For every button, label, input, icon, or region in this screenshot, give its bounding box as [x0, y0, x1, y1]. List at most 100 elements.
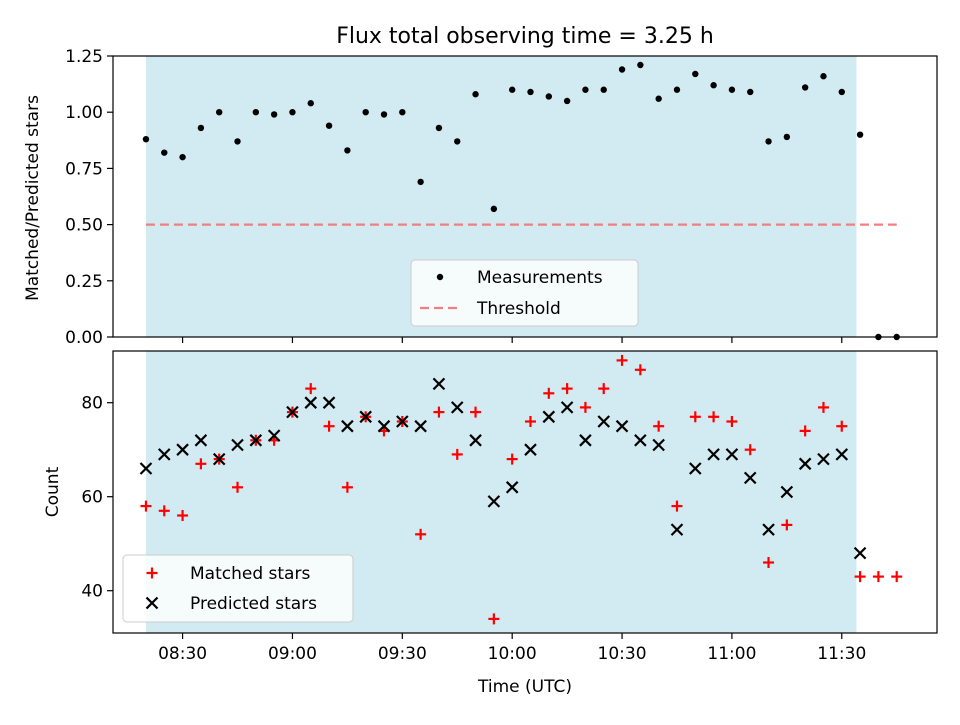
data-point — [838, 88, 845, 96]
data-point — [490, 205, 498, 213]
plot-frame — [112, 350, 938, 634]
y-tick-label: 1.00 — [65, 103, 103, 123]
data-point — [436, 273, 444, 281]
data-point — [615, 419, 629, 433]
data-point — [232, 481, 244, 493]
data-point — [508, 86, 516, 93]
data-point — [270, 111, 278, 118]
x-tick-label: 11:00 — [707, 644, 756, 664]
data-point — [689, 411, 701, 423]
data-point — [707, 448, 720, 461]
data-point — [505, 481, 519, 494]
data-point — [414, 419, 427, 433]
data-point — [835, 448, 849, 461]
data-point — [634, 434, 647, 447]
data-point — [618, 66, 626, 73]
legend-label: Threshold — [476, 299, 561, 319]
data-point — [710, 82, 717, 89]
data-point — [140, 500, 152, 512]
y-tick-label: 0.75 — [65, 159, 103, 179]
bottom-y-axis-label: Count — [43, 466, 63, 517]
data-point — [560, 401, 574, 414]
bottom-panel: 40 60 80 08:30 09:00 09:30 10:00 10:30 11:00 11:3… — [81, 350, 938, 664]
legend-label: Matched stars — [190, 564, 310, 584]
legend-box — [410, 259, 639, 327]
data-point — [341, 481, 353, 493]
data-point — [765, 138, 772, 145]
data-point — [197, 124, 205, 132]
data-point — [359, 410, 372, 424]
data-point — [561, 383, 573, 395]
data-point — [781, 519, 793, 531]
data-point — [450, 401, 464, 414]
y-tick-label: 60 — [81, 488, 103, 508]
data-point — [344, 147, 351, 154]
data-point — [451, 448, 463, 460]
data-point — [194, 434, 208, 447]
y-tick-label: 1.25 — [65, 47, 103, 67]
data-point — [487, 495, 501, 508]
data-point — [399, 109, 406, 116]
data-point — [231, 438, 244, 452]
data-point — [252, 109, 260, 116]
data-point — [817, 452, 830, 466]
data-point — [454, 138, 461, 145]
data-point — [322, 396, 336, 409]
data-point — [600, 86, 607, 93]
top-panel: 0.00 0.25 0.50 0.75 1.00 1.25 Measurements Thre… — [65, 47, 938, 348]
data-point — [142, 135, 150, 143]
data-point — [762, 523, 775, 536]
data-point — [780, 485, 794, 499]
data-point — [836, 420, 848, 432]
y-tick-label: 0.25 — [65, 272, 103, 292]
data-point — [542, 410, 556, 424]
data-point — [634, 364, 646, 376]
data-point — [579, 434, 592, 447]
data-point — [689, 462, 702, 475]
data-point — [139, 462, 153, 475]
x-tick-label: 08:30 — [158, 644, 207, 664]
data-point — [380, 111, 388, 118]
data-point — [323, 420, 335, 432]
data-point — [161, 149, 168, 156]
data-point — [396, 415, 409, 428]
data-point — [435, 124, 443, 132]
data-point — [744, 444, 756, 456]
data-point — [728, 86, 736, 93]
x-axis-label: Time (UTC) — [477, 677, 572, 697]
data-point — [747, 88, 754, 96]
data-point — [216, 109, 223, 116]
data-point — [708, 411, 720, 423]
chart-title: Flux total observing time = 3.25 h — [336, 24, 714, 49]
data-point — [653, 420, 665, 432]
data-point — [817, 401, 829, 413]
data-point — [377, 419, 391, 433]
data-point — [692, 70, 699, 78]
data-point — [616, 354, 628, 366]
data-point — [783, 133, 791, 141]
data-point — [652, 438, 665, 452]
x-tick-label: 09:00 — [268, 644, 317, 664]
data-point — [341, 419, 354, 433]
data-point — [145, 596, 159, 610]
data-point — [249, 434, 263, 447]
data-point — [195, 458, 207, 470]
x-tick-label: 11:30 — [817, 644, 866, 664]
data-point — [304, 396, 318, 409]
data-point — [267, 429, 281, 442]
data-point — [872, 571, 884, 583]
data-point — [177, 510, 189, 521]
data-point — [854, 571, 866, 583]
data-point — [820, 73, 827, 80]
data-point — [673, 86, 681, 93]
legend-label: Measurements — [477, 268, 603, 288]
data-point — [146, 567, 158, 579]
data-point — [524, 443, 537, 456]
data-point — [286, 405, 299, 419]
data-point — [470, 406, 482, 418]
data-point — [801, 84, 809, 91]
legend: Matched stars Predicted stars — [122, 554, 354, 623]
data-point — [157, 448, 171, 461]
data-point — [798, 457, 812, 471]
